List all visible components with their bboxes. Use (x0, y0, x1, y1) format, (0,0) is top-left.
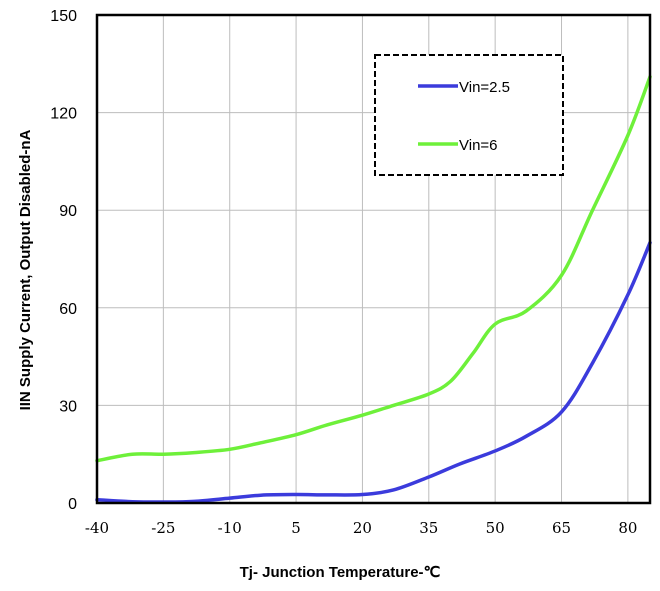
legend-label-vin-6: Vin=6 (459, 137, 498, 154)
plot-frame (95, 13, 652, 505)
x-tick-label: 65 (552, 519, 571, 537)
x-tick-label: 80 (618, 519, 637, 537)
y-tick-label: 60 (59, 301, 77, 318)
x-tick-label: -10 (218, 519, 242, 537)
y-tick-label: 90 (59, 203, 77, 220)
y-axis-title: IIN Supply Current, Output Disabled-nA (17, 129, 34, 410)
series-line-vin-2-5 (95, 240, 652, 504)
x-axis-title: Tj- Junction Temperature-℃ (240, 564, 441, 581)
series-line-vin-6 (95, 75, 652, 463)
legend: Vin=2.5 Vin=6 (374, 54, 564, 176)
x-tick-label: 20 (353, 519, 372, 537)
y-tick-label: 120 (50, 106, 77, 123)
x-tick-label: 5 (291, 519, 301, 537)
series-layer (95, 75, 652, 504)
x-tick-label: 35 (419, 519, 438, 537)
y-tick-label: 0 (68, 496, 77, 513)
legend-box (374, 54, 564, 176)
x-tick-label: -25 (151, 519, 175, 537)
x-tick-label: 50 (486, 519, 505, 537)
x-tick-label: -40 (85, 519, 109, 537)
legend-label-vin-2-5: Vin=2.5 (459, 79, 510, 96)
grid (97, 15, 650, 503)
y-tick-label: 30 (59, 398, 77, 415)
tick-labels: -40 -25 -10 5 20 35 50 65 80 0 30 60 90 120 150 (50, 8, 637, 537)
y-tick-label: 150 (50, 8, 77, 25)
